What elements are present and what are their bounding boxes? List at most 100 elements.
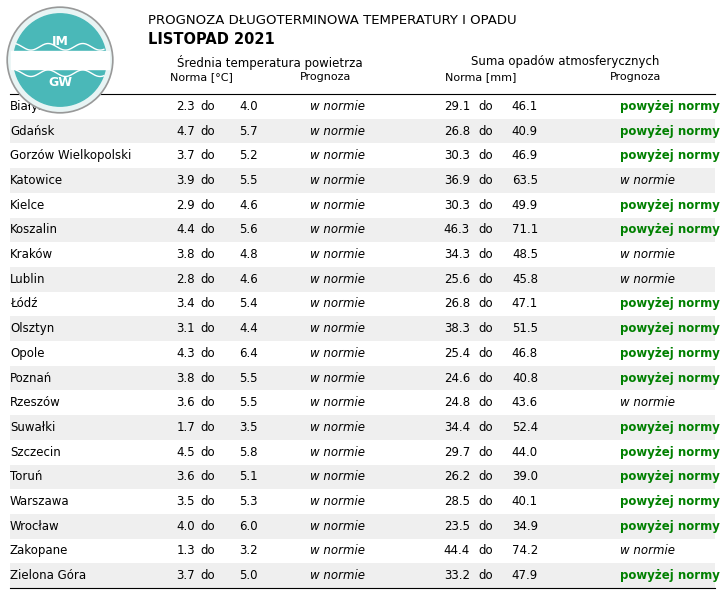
Text: Suwałki: Suwałki <box>10 421 56 434</box>
Text: Zakopane: Zakopane <box>10 545 69 558</box>
Circle shape <box>7 7 113 113</box>
Text: 46.9: 46.9 <box>512 149 538 162</box>
Text: Toruń: Toruń <box>10 471 43 483</box>
Text: Gdańsk: Gdańsk <box>10 124 54 137</box>
Text: 46.1: 46.1 <box>512 100 538 113</box>
Text: 46.8: 46.8 <box>512 347 538 360</box>
Text: 48.5: 48.5 <box>512 248 538 261</box>
Text: 29.1: 29.1 <box>444 100 470 113</box>
Text: 3.4: 3.4 <box>176 297 195 310</box>
Text: 28.5: 28.5 <box>444 495 470 508</box>
Text: 3.1: 3.1 <box>176 322 195 335</box>
Text: Łódź: Łódź <box>10 297 38 310</box>
Text: w normie: w normie <box>310 149 365 162</box>
Text: Warszawa: Warszawa <box>10 495 69 508</box>
Text: IM: IM <box>51 35 69 48</box>
Text: 44.0: 44.0 <box>512 446 538 459</box>
Text: do: do <box>479 396 493 409</box>
Circle shape <box>14 14 106 106</box>
Text: 4.5: 4.5 <box>176 446 195 459</box>
Text: 3.5: 3.5 <box>176 495 195 508</box>
Text: 40.8: 40.8 <box>512 372 538 385</box>
Text: 52.4: 52.4 <box>512 421 538 434</box>
Text: 4.4: 4.4 <box>239 322 258 335</box>
Text: w normie: w normie <box>310 421 365 434</box>
Text: powyżej normy: powyżej normy <box>620 446 720 459</box>
Text: 39.0: 39.0 <box>512 471 538 483</box>
Text: do: do <box>201 347 215 360</box>
Text: do: do <box>201 297 215 310</box>
Text: 4.6: 4.6 <box>239 273 258 286</box>
Text: 5.3: 5.3 <box>240 495 258 508</box>
Text: do: do <box>479 223 493 236</box>
Text: 5.7: 5.7 <box>240 124 258 137</box>
Text: 4.7: 4.7 <box>176 124 195 137</box>
Text: 71.1: 71.1 <box>512 223 538 236</box>
Text: Prognoza: Prognoza <box>300 72 352 82</box>
Text: Szczecin: Szczecin <box>10 446 61 459</box>
Text: do: do <box>201 396 215 409</box>
Bar <box>10 465 715 489</box>
Text: do: do <box>479 347 493 360</box>
Text: Norma [°C]: Norma [°C] <box>170 72 233 82</box>
Text: do: do <box>201 273 215 286</box>
Text: 45.8: 45.8 <box>512 273 538 286</box>
Text: do: do <box>479 174 493 187</box>
Text: w normie: w normie <box>310 545 365 558</box>
Bar <box>10 119 715 143</box>
Text: 4.0: 4.0 <box>240 100 258 113</box>
Text: do: do <box>479 421 493 434</box>
Text: do: do <box>201 174 215 187</box>
Text: Białystok: Białystok <box>10 100 64 113</box>
Bar <box>11 51 110 69</box>
Text: do: do <box>479 199 493 212</box>
Text: 3.8: 3.8 <box>176 248 195 261</box>
Text: do: do <box>479 149 493 162</box>
Text: 3.6: 3.6 <box>176 396 195 409</box>
Text: 33.2: 33.2 <box>444 569 470 582</box>
Text: 47.9: 47.9 <box>512 569 538 582</box>
Text: powyżej normy: powyżej normy <box>620 149 720 162</box>
Text: 3.7: 3.7 <box>176 149 195 162</box>
Text: w normie: w normie <box>310 372 365 385</box>
Text: powyżej normy: powyżej normy <box>620 347 720 360</box>
Text: 38.3: 38.3 <box>444 322 470 335</box>
Text: powyżej normy: powyżej normy <box>620 372 720 385</box>
Text: w normie: w normie <box>310 248 365 261</box>
Text: w normie: w normie <box>310 347 365 360</box>
Text: 26.8: 26.8 <box>444 124 470 137</box>
Text: Prognoza: Prognoza <box>610 72 661 82</box>
Text: 2.8: 2.8 <box>176 273 195 286</box>
Text: do: do <box>479 569 493 582</box>
Text: 44.4: 44.4 <box>444 545 470 558</box>
Text: w normie: w normie <box>310 223 365 236</box>
Text: do: do <box>201 421 215 434</box>
Text: w normie: w normie <box>620 396 675 409</box>
Text: w normie: w normie <box>310 471 365 483</box>
Text: 5.4: 5.4 <box>240 297 258 310</box>
Text: 25.6: 25.6 <box>444 273 470 286</box>
Text: do: do <box>479 495 493 508</box>
Text: do: do <box>201 223 215 236</box>
Text: 4.8: 4.8 <box>240 248 258 261</box>
Text: Wrocław: Wrocław <box>10 520 60 533</box>
Text: Poznań: Poznań <box>10 372 52 385</box>
Text: 5.5: 5.5 <box>240 396 258 409</box>
Text: do: do <box>201 124 215 137</box>
Text: do: do <box>479 372 493 385</box>
Text: 3.2: 3.2 <box>240 545 258 558</box>
Text: 5.0: 5.0 <box>240 569 258 582</box>
Bar <box>10 415 715 440</box>
Text: LISTOPAD 2021: LISTOPAD 2021 <box>148 32 275 47</box>
Text: Katowice: Katowice <box>10 174 63 187</box>
Text: do: do <box>479 520 493 533</box>
Text: 6.4: 6.4 <box>239 347 258 360</box>
Bar <box>10 366 715 390</box>
Text: 63.5: 63.5 <box>512 174 538 187</box>
Text: w normie: w normie <box>310 520 365 533</box>
Text: w normie: w normie <box>620 273 675 286</box>
Text: powyżej normy: powyżej normy <box>620 495 720 508</box>
Text: powyżej normy: powyżej normy <box>620 322 720 335</box>
Text: PROGNOZA DŁUGOTERMINOWA TEMPERATURY I OPADU: PROGNOZA DŁUGOTERMINOWA TEMPERATURY I OP… <box>148 14 517 27</box>
Text: do: do <box>479 248 493 261</box>
